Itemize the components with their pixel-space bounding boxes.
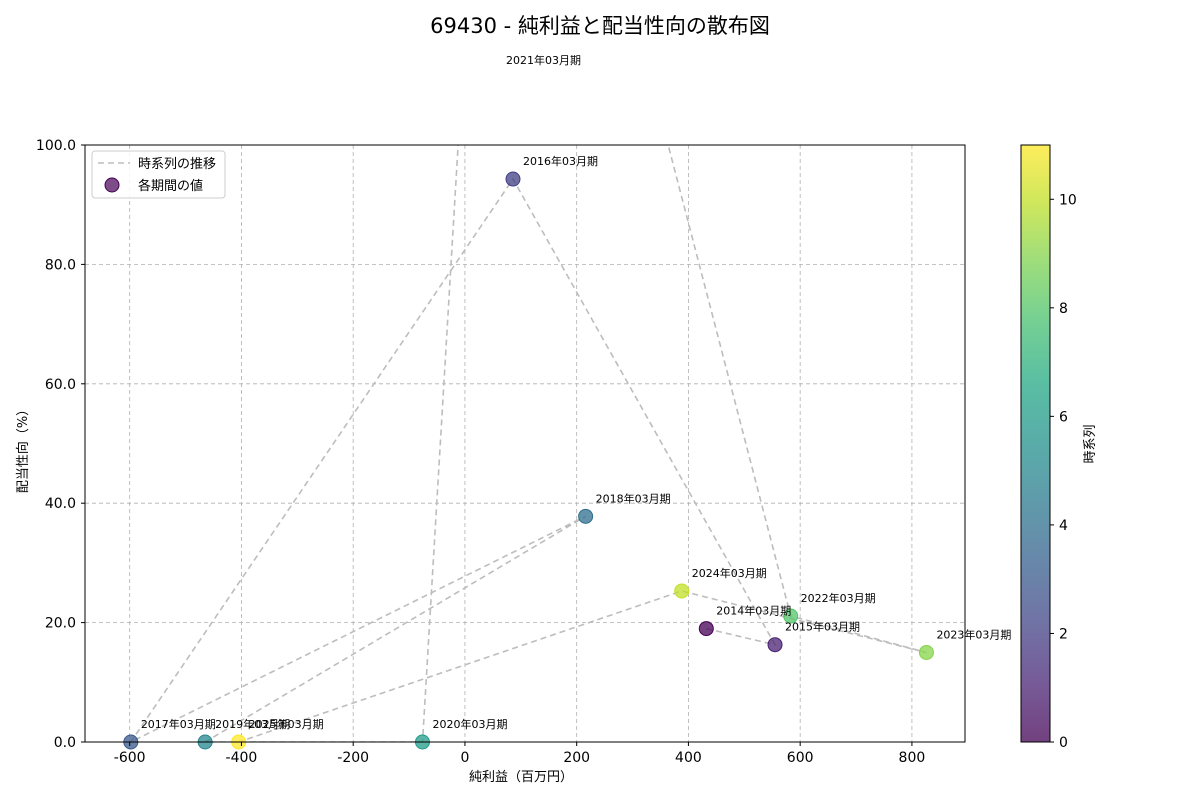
time-series-trail: [129, 145, 927, 742]
colorbar-tick-label: 2: [1059, 626, 1068, 642]
colorbar-tick-label: 0: [1059, 735, 1068, 751]
legend: 時系列の推移 各期間の値: [91, 150, 226, 199]
legend-trail-label: 時系列の推移: [138, 157, 216, 172]
point-label: 2018年03月期: [596, 491, 671, 505]
chart-title: 69430 - 純利益と配当性向の散布図: [430, 14, 770, 38]
point-labels: 2014年03月期 2015年03月期 2016年03月期 2017年03月期 2018…: [141, 53, 1012, 731]
data-point: [674, 583, 690, 599]
data-point: [505, 171, 521, 187]
point-label: 2025年03月期: [249, 717, 324, 731]
point-label: 2019年03月期: [215, 717, 290, 731]
colorbar-gradient: [1020, 144, 1051, 743]
colorbar-tick-label: 4: [1059, 518, 1068, 534]
grid: [85, 144, 965, 743]
x-tick-label: 600: [787, 750, 814, 766]
data-point: [767, 637, 783, 653]
x-tick-label: -200: [337, 750, 369, 766]
point-label: 2017年03月期: [141, 717, 216, 731]
y-axis-ticks: 0.0 20.0 40.0 60.0 80.0 100.0: [36, 138, 85, 751]
x-axis-title: 純利益（百万円）: [469, 770, 573, 785]
colorbar-ticks: 0 2 4 6 8 10: [1050, 192, 1077, 751]
point-label: 2022年03月期: [801, 591, 876, 605]
y-tick-label: 60.0: [45, 377, 76, 393]
y-tick-label: 0.0: [54, 735, 76, 751]
point-label: 2014年03月期: [716, 604, 791, 618]
colorbar: 0 2 4 6 8 10 時系列: [1020, 144, 1098, 751]
point-label: 2021年03月期: [506, 53, 581, 67]
legend-point-swatch: [104, 177, 120, 193]
x-tick-label: 200: [563, 750, 590, 766]
data-points: [123, 171, 934, 750]
point-label: 2016年03月期: [523, 154, 598, 168]
point-label: 2020年03月期: [432, 717, 507, 731]
colorbar-tick-label: 8: [1059, 301, 1068, 317]
x-axis-ticks: -600 -400 -200 0 200 400 600 800: [114, 742, 925, 766]
x-tick-label: 800: [899, 750, 926, 766]
x-tick-label: 400: [675, 750, 702, 766]
colorbar-tick-label: 10: [1059, 192, 1077, 208]
x-tick-label: -600: [114, 750, 146, 766]
point-label: 2024年03月期: [692, 566, 767, 580]
plot-frame: [84, 144, 966, 743]
data-point: [918, 644, 934, 660]
y-tick-label: 100.0: [36, 138, 76, 154]
y-axis-title: 配当性向（%）: [15, 403, 31, 493]
y-tick-label: 40.0: [45, 496, 76, 512]
data-point: [783, 608, 799, 624]
trail-line: [129, 145, 927, 742]
colorbar-title: 時系列: [1083, 424, 1098, 463]
colorbar-tick-label: 6: [1059, 409, 1068, 425]
x-tick-label: -400: [226, 750, 258, 766]
point-label: 2015年03月期: [785, 620, 860, 634]
y-tick-label: 80.0: [45, 257, 76, 273]
legend-points-label: 各期間の値: [138, 178, 203, 194]
data-point: [578, 508, 594, 524]
data-point: [698, 621, 714, 637]
legend-box: [91, 150, 226, 199]
x-tick-label: 0: [460, 750, 469, 766]
point-label: 2023年03月期: [936, 627, 1011, 641]
y-tick-label: 20.0: [45, 616, 76, 632]
